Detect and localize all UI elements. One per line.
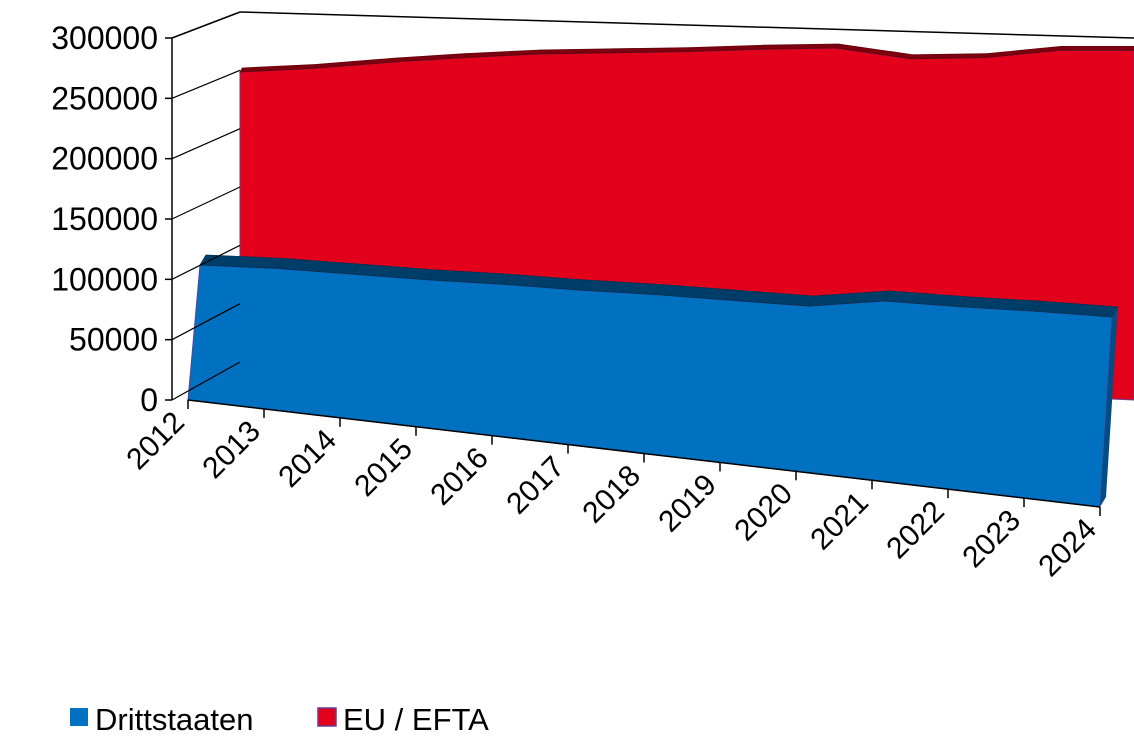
y-tick-label: 300000	[51, 20, 158, 56]
series-front-layer	[187, 254, 1119, 508]
x-tick-label-2014: 2014	[272, 423, 343, 494]
eu-efta-area-top-2016	[537, 48, 616, 55]
y-wall-tick	[171, 128, 241, 160]
x-tick-label-2015: 2015	[348, 432, 419, 503]
x-tick-label-2018: 2018	[576, 459, 647, 530]
drittstaaten-area-side	[1100, 307, 1118, 507]
x-tick-label-2019: 2019	[652, 468, 723, 539]
x-tick-label-2012: 2012	[120, 406, 191, 477]
x-tick-label-2024: 2024	[1032, 513, 1103, 584]
y-wall-tick	[171, 303, 241, 341]
x-tick-label-2013: 2013	[196, 415, 267, 486]
y-wall-tick	[171, 244, 241, 280]
y-wall-tick	[171, 69, 241, 99]
y-tick-label: 100000	[51, 261, 158, 297]
y-wall-tick	[171, 186, 241, 220]
y-tick-label: 200000	[51, 141, 158, 177]
x-tick-label-2023: 2023	[956, 504, 1027, 575]
eu-efta-area-top-2019	[760, 43, 840, 50]
y-wall-tick	[171, 11, 241, 39]
legend-label-drittstaaten: Drittstaaten	[95, 702, 254, 736]
y-tick-label: 150000	[51, 201, 158, 237]
y-wall-tick	[171, 361, 241, 401]
legend-swatch-drittstaaten	[70, 708, 88, 726]
x-tick-label-2020: 2020	[728, 477, 799, 548]
y-tick-label: 0	[140, 382, 158, 418]
x-tick-label-2017: 2017	[500, 450, 571, 521]
legend-swatch-eu-efta	[317, 707, 337, 727]
legend: Drittstaaten EU / EFTA	[70, 702, 489, 736]
y-axis: 0 50000 100000 150000 200000 250000 300000	[51, 11, 241, 418]
x-tick-label-2021: 2021	[804, 486, 875, 557]
y-tick-label: 250000	[51, 80, 158, 116]
y-tick-label: 50000	[69, 322, 158, 358]
x-tick-label-2022: 2022	[880, 495, 951, 566]
eu-efta-area-top-2017	[611, 47, 691, 54]
legend-label-eu-efta: EU / EFTA	[343, 702, 489, 736]
eu-efta-area-top-2021	[909, 53, 989, 60]
x-tick-label-2016: 2016	[424, 441, 495, 512]
eu-efta-area-top-2023	[1058, 46, 1134, 51]
